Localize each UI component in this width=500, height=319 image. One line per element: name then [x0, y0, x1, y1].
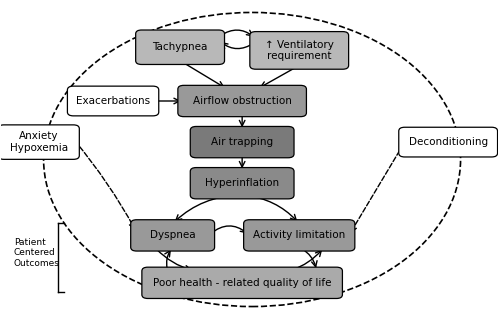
FancyBboxPatch shape [190, 167, 294, 199]
Text: Poor health - related quality of life: Poor health - related quality of life [153, 278, 332, 288]
FancyBboxPatch shape [190, 126, 294, 158]
FancyArrowPatch shape [240, 116, 245, 126]
Text: Deconditioning: Deconditioning [408, 137, 488, 147]
FancyBboxPatch shape [130, 220, 214, 251]
FancyArrowPatch shape [222, 43, 254, 48]
Text: Tachypnea: Tachypnea [152, 42, 208, 52]
FancyArrowPatch shape [211, 226, 246, 234]
FancyBboxPatch shape [244, 220, 355, 251]
FancyArrowPatch shape [182, 62, 224, 87]
FancyBboxPatch shape [142, 267, 342, 299]
FancyArrowPatch shape [176, 195, 240, 220]
FancyArrowPatch shape [292, 250, 321, 270]
FancyBboxPatch shape [399, 127, 498, 157]
FancyArrowPatch shape [156, 98, 180, 104]
Text: ↑ Ventilatory
requirement: ↑ Ventilatory requirement [265, 40, 334, 61]
Text: Exacerbations: Exacerbations [76, 96, 150, 106]
Text: Dyspnea: Dyspnea [150, 230, 196, 241]
Text: Airflow obstruction: Airflow obstruction [192, 96, 292, 106]
FancyBboxPatch shape [68, 86, 159, 116]
FancyBboxPatch shape [136, 30, 224, 64]
FancyArrowPatch shape [165, 251, 170, 268]
FancyArrowPatch shape [302, 249, 317, 267]
Text: Hyperinflation: Hyperinflation [205, 178, 279, 188]
FancyArrowPatch shape [261, 67, 297, 87]
FancyArrowPatch shape [221, 30, 252, 36]
FancyArrowPatch shape [75, 141, 134, 228]
FancyArrowPatch shape [351, 145, 404, 232]
Text: Anxiety
Hypoxemia: Anxiety Hypoxemia [10, 131, 68, 153]
FancyBboxPatch shape [0, 125, 80, 160]
FancyArrowPatch shape [240, 157, 245, 167]
Text: Activity limitation: Activity limitation [253, 230, 346, 241]
FancyArrowPatch shape [156, 249, 191, 271]
FancyBboxPatch shape [250, 32, 348, 69]
FancyBboxPatch shape [178, 85, 306, 117]
FancyArrowPatch shape [245, 195, 296, 220]
Text: Air trapping: Air trapping [211, 137, 273, 147]
Text: Patient
Centered
Outcomes: Patient Centered Outcomes [14, 238, 60, 268]
